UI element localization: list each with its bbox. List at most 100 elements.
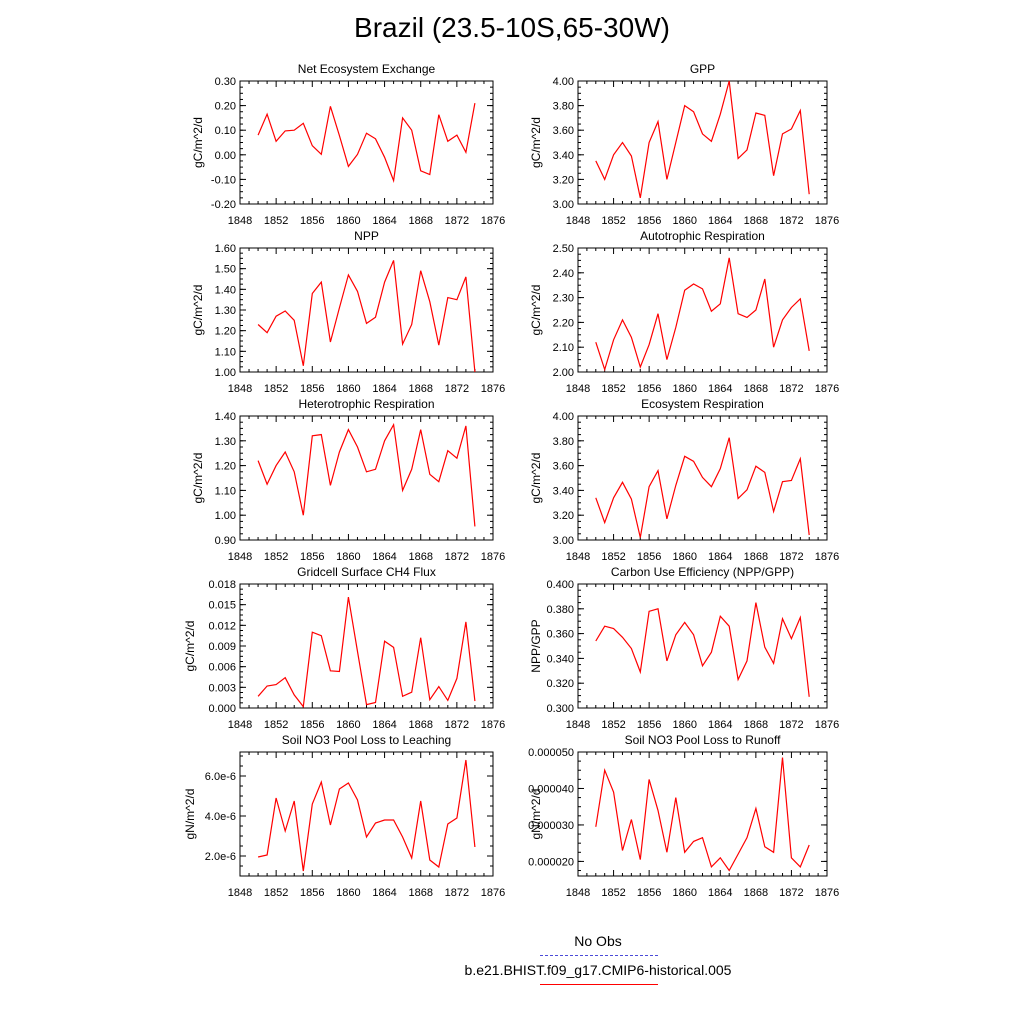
- panel-frame: [577, 80, 828, 205]
- x-tick-label: 1868: [744, 551, 768, 563]
- y-tick-label: 3.00: [553, 535, 574, 547]
- x-tick-label: 1860: [336, 383, 360, 395]
- y-tick-label: 0.10: [215, 125, 236, 137]
- y-tick-label: 0.380: [546, 604, 574, 616]
- y-tick-label: 0.003: [208, 682, 236, 694]
- x-tick-label: 1864: [708, 383, 732, 395]
- x-tick-label: 1876: [815, 215, 839, 227]
- x-tick-label: 1848: [228, 551, 252, 563]
- x-tick-label: 1864: [372, 887, 396, 899]
- x-tick-label: 1864: [372, 719, 396, 731]
- y-tick-label: 2.40: [553, 268, 574, 280]
- y-tick-label: 0.000020: [528, 856, 574, 868]
- panel-title: Heterotrophic Respiration: [298, 397, 434, 411]
- y-tick-label: 0.30: [215, 76, 236, 88]
- x-tick-label: 1856: [637, 383, 661, 395]
- series-line: [257, 260, 476, 373]
- y-tick-label: 0.90: [215, 535, 236, 547]
- y-tick-label: 0.000040: [528, 783, 574, 795]
- x-tick-label: 1876: [481, 383, 505, 395]
- y-tick-label: 1.60: [215, 243, 236, 255]
- panel-title: Autotrophic Respiration: [640, 229, 765, 243]
- panel-frame: [239, 751, 494, 877]
- y-tick-label: 2.30: [553, 293, 574, 305]
- x-tick-label: 1868: [744, 887, 768, 899]
- x-tick-label: 1868: [744, 215, 768, 227]
- x-tick-label: 1852: [264, 215, 288, 227]
- legend-obs-line: [540, 955, 658, 956]
- x-tick-label: 1848: [228, 887, 252, 899]
- x-tick-label: 1848: [228, 719, 252, 731]
- x-tick-label: 1852: [264, 719, 288, 731]
- x-tick-label: 1856: [300, 719, 324, 731]
- x-tick-label: 1872: [445, 719, 469, 731]
- y-tick-label: 3.60: [553, 125, 574, 137]
- y-axis-label: gC/m^2/d: [191, 453, 205, 504]
- chart-panel-1: Net Ecosystem Exchange gC/m^2/d 1848 1852 18…: [191, 62, 505, 227]
- y-tick-label: 3.40: [553, 485, 574, 497]
- y-tick-label: 2.00: [553, 367, 574, 379]
- x-tick-label: 1856: [637, 215, 661, 227]
- x-tick-label: 1872: [445, 551, 469, 563]
- y-tick-label: 0.000: [208, 703, 236, 715]
- panel-title: Gridcell Surface CH4 Flux: [297, 565, 436, 579]
- x-tick-label: 1852: [264, 887, 288, 899]
- x-tick-label: 1860: [672, 383, 696, 395]
- y-tick-label: 1.50: [215, 264, 236, 276]
- x-tick-label: 1860: [336, 719, 360, 731]
- x-tick-label: 1860: [336, 551, 360, 563]
- y-tick-label: 3.40: [553, 150, 574, 162]
- x-tick-label: 1868: [744, 719, 768, 731]
- x-tick-label: 1872: [779, 551, 803, 563]
- x-tick-label: 1848: [228, 215, 252, 227]
- panel-title: GPP: [690, 62, 715, 76]
- x-tick-label: 1876: [815, 551, 839, 563]
- y-tick-label: 0.320: [546, 678, 574, 690]
- panel-title: Net Ecosystem Exchange: [298, 62, 436, 76]
- y-axis-label: gN/m^2/d: [183, 789, 197, 840]
- chart-panel-3: NPP gC/m^2/d 1848 1852 1856 1860 1864 1868 1872 1…: [191, 229, 505, 395]
- x-tick-label: 1852: [601, 215, 625, 227]
- x-tick-label: 1852: [601, 383, 625, 395]
- x-tick-label: 1852: [601, 551, 625, 563]
- y-tick-label: 3.80: [553, 436, 574, 448]
- y-tick-label: 0.015: [208, 600, 236, 612]
- y-tick-label: 2.0e-6: [205, 851, 236, 863]
- panel-title: Ecosystem Respiration: [641, 397, 764, 411]
- x-tick-label: 1876: [815, 383, 839, 395]
- y-tick-label: 1.20: [215, 326, 236, 338]
- legend-obs-label: No Obs: [574, 933, 622, 949]
- chart-panel-6: Ecosystem Respiration gC/m^2/d 1848 1852 185…: [529, 397, 839, 563]
- y-axis-label: gC/m^2/d: [191, 117, 205, 168]
- x-tick-label: 1868: [408, 551, 432, 563]
- x-tick-label: 1856: [300, 215, 324, 227]
- y-tick-label: 0.012: [208, 620, 236, 632]
- x-tick-label: 1848: [566, 383, 590, 395]
- panel-frame: [239, 583, 494, 709]
- x-tick-label: 1856: [637, 719, 661, 731]
- legend-model-label: b.e21.BHIST.f09_g17.CMIP6-historical.005: [464, 962, 732, 978]
- y-axis-label: gC/m^2/d: [529, 453, 543, 504]
- x-tick-label: 1876: [815, 719, 839, 731]
- y-tick-label: 1.40: [215, 411, 236, 423]
- series-line: [257, 597, 476, 709]
- panel-title: Soil NO3 Pool Loss to Leaching: [282, 733, 451, 747]
- x-tick-label: 1864: [372, 383, 396, 395]
- x-tick-label: 1852: [264, 383, 288, 395]
- x-tick-label: 1872: [445, 383, 469, 395]
- y-tick-label: 0.400: [546, 579, 574, 591]
- y-tick-label: 0.018: [208, 579, 236, 591]
- chart-panel-8: Carbon Use Efficiency (NPP/GPP) NPP/GPP 18…: [529, 565, 839, 731]
- y-axis-label: gN/m^2/d: [529, 789, 543, 840]
- x-tick-label: 1856: [300, 551, 324, 563]
- x-tick-label: 1856: [300, 383, 324, 395]
- panel-title: Carbon Use Efficiency (NPP/GPP): [611, 565, 794, 579]
- x-tick-label: 1876: [481, 215, 505, 227]
- x-tick-label: 1872: [445, 215, 469, 227]
- y-tick-label: 0.006: [208, 662, 236, 674]
- x-tick-label: 1864: [708, 887, 732, 899]
- x-tick-label: 1864: [372, 551, 396, 563]
- x-tick-label: 1868: [408, 383, 432, 395]
- x-tick-label: 1860: [672, 887, 696, 899]
